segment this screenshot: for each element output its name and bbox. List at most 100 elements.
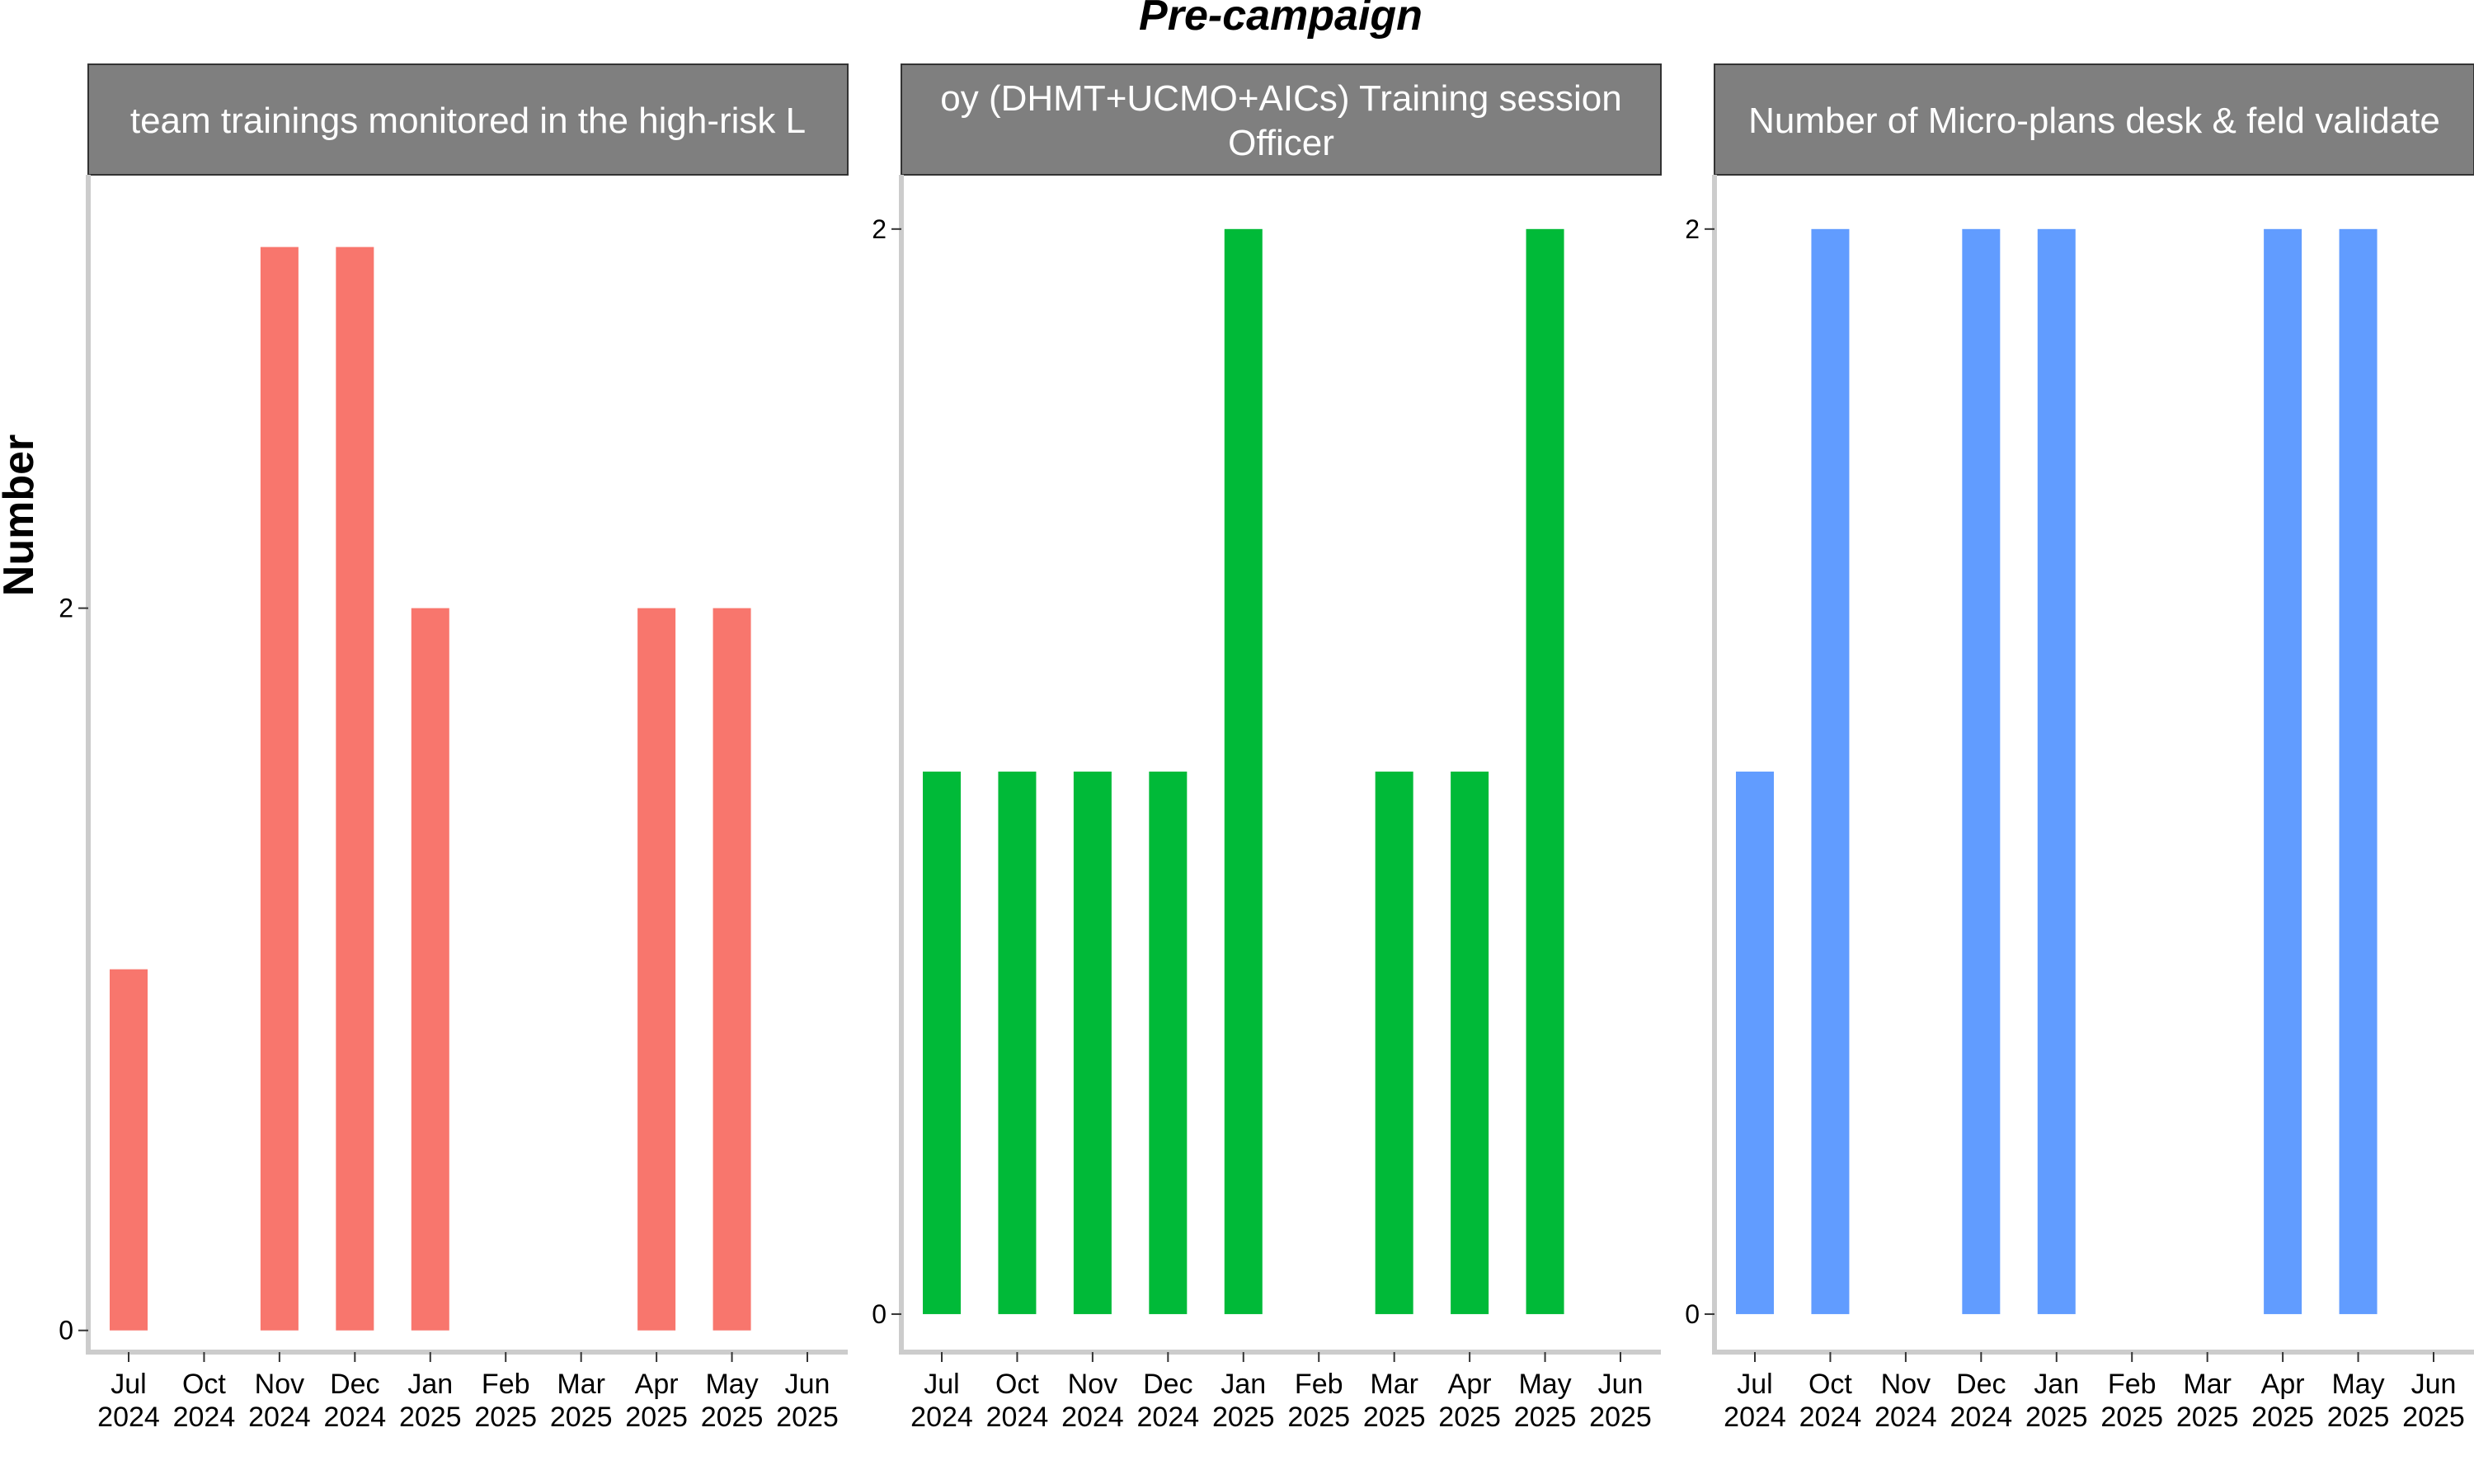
x-tick-month: May — [2331, 1369, 2384, 1400]
x-tick-month: Nov — [1881, 1369, 1931, 1400]
x-tick-label: Nov 2024 — [248, 1369, 311, 1433]
x-tick-year: 2024 — [1799, 1402, 1862, 1433]
x-tick-label: Nov 2024 — [1874, 1369, 1937, 1433]
x-tick-year: 2024 — [1061, 1402, 1124, 1433]
x-tick-year: 2024 — [173, 1402, 236, 1433]
x-tick-month: Feb — [2108, 1369, 2157, 1400]
y-tick-label: 0 — [59, 1316, 73, 1345]
x-tick-year: 2024 — [1950, 1402, 2013, 1433]
x-tick-month: Dec — [330, 1369, 379, 1400]
x-tick-year: 2024 — [1724, 1402, 1786, 1433]
x-tick-year: 2025 — [474, 1402, 537, 1433]
x-tick-month: Apr — [2261, 1369, 2305, 1400]
x-tick-month: Oct — [182, 1369, 226, 1400]
x-tick-month: Jan — [2034, 1369, 2079, 1400]
facet-strip-label: Number of Micro-plans desk & feld valida… — [1748, 101, 2440, 141]
x-tick-month: Jun — [1598, 1369, 1644, 1400]
x-tick-label: Jun 2025 — [2402, 1369, 2465, 1433]
x-tick-label: Oct 2024 — [986, 1369, 1049, 1433]
x-tick-label: Oct 2024 — [173, 1369, 236, 1433]
x-tick-label: Oct 2024 — [1799, 1369, 1862, 1433]
bar — [336, 247, 374, 1331]
facet-strip-label: Officer — [1228, 123, 1334, 163]
x-tick-month: Feb — [482, 1369, 530, 1400]
x-tick-label: Jul 2024 — [97, 1369, 160, 1433]
bar — [1073, 771, 1112, 1314]
x-tick-year: 2024 — [986, 1402, 1049, 1433]
x-tick-month: Oct — [1808, 1369, 1852, 1400]
x-tick-label: May 2025 — [1514, 1369, 1577, 1433]
x-tick-year: 2025 — [701, 1402, 764, 1433]
bar — [713, 608, 751, 1331]
bar — [1451, 771, 1489, 1314]
x-tick-month: Jan — [407, 1369, 453, 1400]
x-tick-year: 2024 — [1137, 1402, 1200, 1433]
bar — [998, 771, 1037, 1314]
y-tick-label: 2 — [1685, 214, 1700, 244]
x-tick-year: 2025 — [2402, 1402, 2465, 1433]
x-tick-year: 2025 — [2251, 1402, 2314, 1433]
x-tick-year: 2025 — [2327, 1402, 2390, 1433]
bar — [1149, 771, 1188, 1314]
x-tick-year: 2025 — [550, 1402, 613, 1433]
chart-title: Pre-campaign — [1139, 0, 1423, 40]
x-tick-month: Feb — [1295, 1369, 1343, 1400]
x-tick-month: Jan — [1221, 1369, 1266, 1400]
x-tick-year: 2024 — [910, 1402, 973, 1433]
x-tick-month: Nov — [1068, 1369, 1117, 1400]
x-tick-year: 2025 — [1514, 1402, 1577, 1433]
x-tick-year: 2025 — [625, 1402, 688, 1433]
bar — [2339, 228, 2378, 1314]
x-tick-year: 2025 — [1589, 1402, 1652, 1433]
x-tick-month: May — [1518, 1369, 1571, 1400]
x-tick-year: 2025 — [776, 1402, 839, 1433]
x-tick-label: Feb 2025 — [474, 1369, 537, 1433]
x-tick-month: Apr — [635, 1369, 679, 1400]
bar — [411, 608, 449, 1331]
x-tick-year: 2025 — [2025, 1402, 2088, 1433]
x-tick-year: 2025 — [2100, 1402, 2163, 1433]
x-tick-label: Apr 2025 — [1438, 1369, 1501, 1433]
panel-1: team trainings monitored in the high-ris… — [59, 63, 849, 1433]
facet-strip — [87, 63, 849, 176]
x-tick-label: Jan 2025 — [1212, 1369, 1275, 1433]
x-tick-year: 2025 — [2176, 1402, 2239, 1433]
facet-strip — [1714, 63, 2474, 176]
bar — [923, 771, 961, 1314]
facet-strip-label: oy (DHMT+UCMO+AICs) Training session — [940, 78, 1621, 119]
x-tick-month: May — [705, 1369, 758, 1400]
x-tick-label: Mar 2025 — [2176, 1369, 2239, 1433]
y-tick-label: 0 — [1685, 1299, 1700, 1329]
x-tick-label: Mar 2025 — [550, 1369, 613, 1433]
bar — [1224, 228, 1263, 1314]
x-tick-label: Feb 2025 — [2100, 1369, 2163, 1433]
x-tick-label: Jun 2025 — [776, 1369, 839, 1433]
x-tick-month: Jun — [2411, 1369, 2457, 1400]
bar — [110, 969, 148, 1331]
bar — [260, 247, 299, 1331]
x-tick-label: Apr 2025 — [625, 1369, 688, 1433]
x-tick-month: Mar — [557, 1369, 605, 1400]
x-tick-month: Mar — [1370, 1369, 1418, 1400]
x-tick-month: Jul — [924, 1369, 959, 1400]
bar — [2037, 228, 2076, 1314]
x-tick-label: Dec 2024 — [324, 1369, 387, 1433]
x-tick-month: Dec — [1956, 1369, 2006, 1400]
y-tick-label: 2 — [872, 214, 887, 244]
x-tick-label: Jan 2025 — [2025, 1369, 2088, 1433]
bar — [637, 608, 676, 1331]
x-tick-year: 2025 — [1363, 1402, 1426, 1433]
facet-strip — [901, 63, 1662, 176]
x-tick-month: Mar — [2183, 1369, 2232, 1400]
x-tick-year: 2024 — [1874, 1402, 1937, 1433]
x-tick-month: Oct — [995, 1369, 1039, 1400]
bar — [2264, 228, 2302, 1314]
x-tick-month: Jul — [111, 1369, 146, 1400]
facet-strip-label: team trainings monitored in the high-ris… — [130, 101, 806, 141]
x-tick-label: May 2025 — [701, 1369, 764, 1433]
x-tick-label: Jul 2024 — [910, 1369, 973, 1433]
x-tick-month: Nov — [255, 1369, 304, 1400]
x-tick-year: 2024 — [324, 1402, 387, 1433]
panel-2: oy (DHMT+UCMO+AICs) Training sessionOffi… — [872, 63, 1662, 1433]
